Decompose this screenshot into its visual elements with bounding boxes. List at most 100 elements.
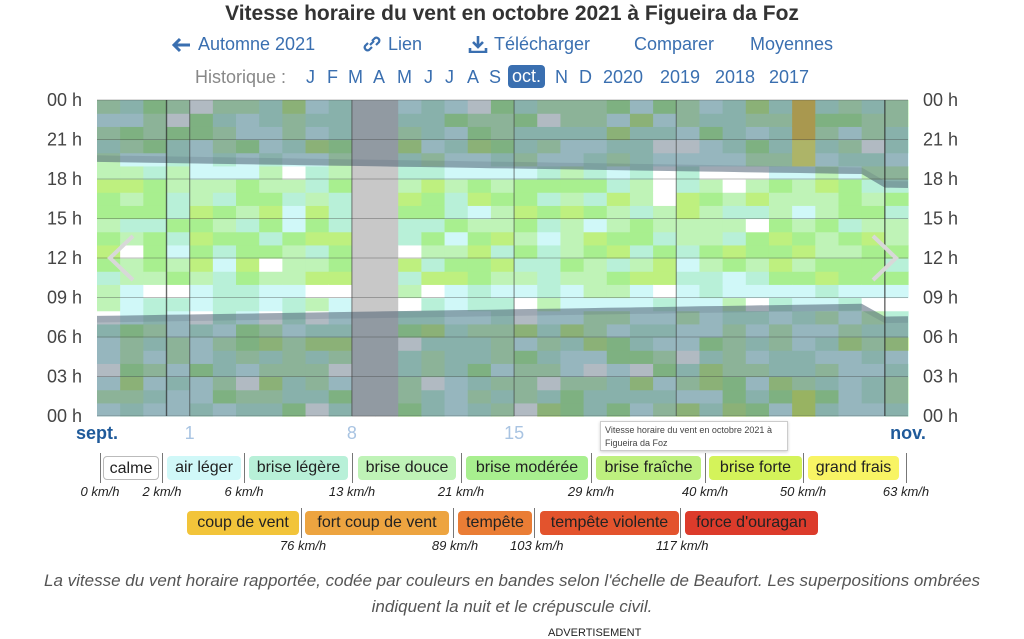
download-link[interactable]: Télécharger bbox=[468, 34, 590, 55]
history-month-9[interactable]: oct. bbox=[508, 65, 546, 88]
heatmap-cell bbox=[467, 310, 492, 325]
heatmap-cell bbox=[351, 192, 376, 206]
heatmap-cell bbox=[490, 337, 515, 351]
heatmap-cell bbox=[768, 113, 793, 127]
heatmap-cell bbox=[305, 271, 330, 285]
heatmap-cell bbox=[259, 376, 283, 391]
heatmap-cell bbox=[606, 389, 631, 404]
heatmap-cell bbox=[606, 113, 631, 127]
heatmap-cell bbox=[282, 402, 307, 417]
y-tick-left: 18 h bbox=[47, 169, 82, 189]
history-year-2018[interactable]: 2018 bbox=[715, 67, 756, 87]
heatmap-cell bbox=[676, 179, 701, 193]
season-link[interactable]: Automne 2021 bbox=[171, 34, 315, 55]
heatmap-cell bbox=[606, 376, 631, 391]
heatmap-cell bbox=[212, 389, 237, 404]
history-year-2019[interactable]: 2019 bbox=[660, 67, 701, 87]
heatmap-cell bbox=[444, 402, 469, 417]
heatmap-cell bbox=[421, 113, 446, 127]
heatmap-cell bbox=[328, 165, 353, 180]
heatmap-cell bbox=[514, 297, 538, 312]
heatmap-cell bbox=[212, 100, 237, 114]
heatmap-cell bbox=[722, 350, 747, 364]
heatmap-cell bbox=[653, 218, 677, 233]
heatmap-cell bbox=[421, 218, 446, 233]
legend-separator bbox=[244, 453, 245, 483]
heatmap-cell bbox=[815, 100, 840, 114]
heatmap-cell bbox=[629, 323, 654, 338]
heatmap-cell bbox=[282, 218, 307, 233]
chevron-left-icon[interactable] bbox=[107, 234, 135, 282]
heatmap-cell bbox=[328, 389, 353, 404]
heatmap-cell bbox=[861, 337, 886, 351]
permalink-link[interactable]: Lien bbox=[362, 34, 422, 55]
chart-nav: Automne 2021 Lien Télécharger Comparer M… bbox=[0, 34, 1024, 60]
heatmap-cell bbox=[467, 205, 492, 220]
heatmap-cell bbox=[699, 337, 724, 351]
heatmap-cell bbox=[699, 205, 724, 220]
legend-speed-1: 2 km/h bbox=[142, 484, 182, 499]
heatmap-cell bbox=[629, 284, 654, 299]
history-month-8[interactable]: S bbox=[489, 67, 502, 87]
heatmap-cell bbox=[351, 218, 376, 233]
averages-link[interactable]: Moyennes bbox=[750, 34, 834, 54]
history-month-3[interactable]: A bbox=[373, 67, 386, 87]
history-month-6[interactable]: J bbox=[445, 67, 454, 87]
heatmap-cell bbox=[699, 376, 724, 391]
heatmap-cell bbox=[699, 389, 724, 404]
chevron-right-icon[interactable] bbox=[871, 234, 899, 282]
heatmap-cell bbox=[236, 271, 260, 285]
heatmap-cell bbox=[143, 192, 168, 206]
heatmap-cell bbox=[722, 271, 747, 285]
heatmap-cell bbox=[305, 126, 330, 141]
heatmap-cell bbox=[375, 126, 399, 141]
heatmap-cell bbox=[653, 126, 677, 141]
heatmap-cell bbox=[722, 284, 747, 299]
history-year-2020[interactable]: 2020 bbox=[603, 67, 644, 87]
heatmap-cell bbox=[838, 402, 863, 417]
history-month-7[interactable]: A bbox=[467, 67, 480, 87]
heatmap-cell bbox=[305, 244, 330, 259]
heatmap-cell bbox=[97, 231, 121, 246]
history-month-4[interactable]: M bbox=[397, 67, 412, 87]
heatmap-cell bbox=[444, 205, 469, 220]
history-month-10[interactable]: N bbox=[555, 67, 568, 87]
heatmap-cell bbox=[490, 244, 515, 259]
heatmap-cell bbox=[676, 350, 701, 364]
history-month-2[interactable]: M bbox=[348, 67, 363, 87]
heatmap-cell bbox=[328, 179, 353, 193]
history-month-1[interactable]: F bbox=[327, 67, 338, 87]
heatmap-cell bbox=[282, 258, 307, 272]
heatmap-cell bbox=[166, 284, 191, 299]
heatmap-cell bbox=[282, 165, 307, 180]
heatmap-cell bbox=[351, 126, 376, 141]
history-month-11[interactable]: D bbox=[579, 67, 592, 87]
heatmap-cell bbox=[375, 271, 399, 285]
heatmap-cell bbox=[838, 139, 863, 154]
heatmap-cell bbox=[421, 323, 446, 338]
heatmap-cell bbox=[606, 284, 631, 299]
heatmap-cell bbox=[815, 363, 840, 378]
heatmap-cell bbox=[351, 165, 376, 180]
heatmap-cell bbox=[745, 205, 770, 220]
heatmap-cell bbox=[97, 363, 121, 378]
history-month-5[interactable]: J bbox=[424, 67, 433, 87]
heatmap-cell bbox=[189, 113, 214, 127]
heatmap-cell bbox=[421, 350, 446, 364]
heatmap-cell bbox=[490, 350, 515, 364]
heatmap-cell bbox=[166, 113, 191, 127]
history-year-2017[interactable]: 2017 bbox=[769, 67, 810, 87]
history-month-0[interactable]: J bbox=[306, 67, 315, 87]
heatmap-cell bbox=[768, 218, 793, 233]
heatmap-cell bbox=[606, 152, 631, 167]
heatmap-cell bbox=[560, 271, 585, 285]
heatmap-cell bbox=[629, 113, 654, 127]
compare-link[interactable]: Comparer bbox=[634, 34, 715, 54]
heatmap-cell bbox=[212, 218, 237, 233]
heatmap-cell bbox=[653, 165, 677, 180]
heatmap-cell bbox=[583, 350, 608, 364]
heatmap-cell bbox=[398, 284, 422, 299]
heatmap-cell bbox=[421, 179, 446, 193]
heatmap-cell bbox=[490, 113, 515, 127]
heatmap-cell bbox=[792, 165, 816, 180]
